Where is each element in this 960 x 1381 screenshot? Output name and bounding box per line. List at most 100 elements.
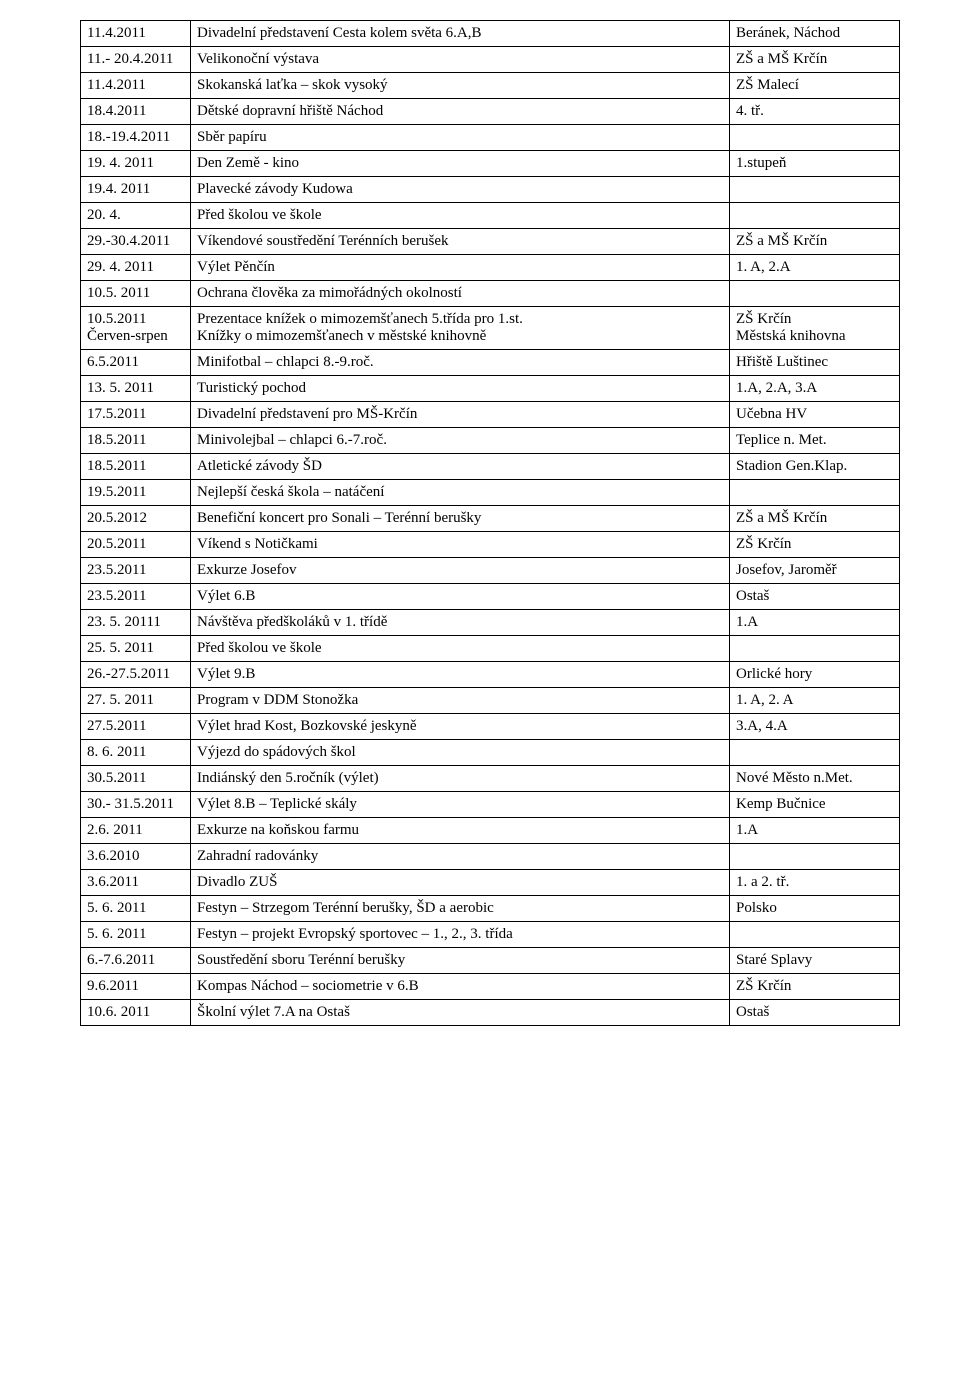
cell-event: Exkurze na koňskou farmu xyxy=(191,818,730,844)
cell-place: ZŠ KrčínMěstská knihovna xyxy=(730,307,900,350)
cell-place: ZŠ Krčín xyxy=(730,974,900,1000)
table-row: 23.5.2011Výlet 6.BOstaš xyxy=(81,584,900,610)
cell-place xyxy=(730,636,900,662)
cell-place: 1. a 2. tř. xyxy=(730,870,900,896)
cell-place: ZŠ Krčín xyxy=(730,532,900,558)
cell-event: Turistický pochod xyxy=(191,376,730,402)
cell-event: Exkurze Josefov xyxy=(191,558,730,584)
cell-event: Zahradní radovánky xyxy=(191,844,730,870)
cell-event: Výlet 8.B – Teplické skály xyxy=(191,792,730,818)
table-row: 18.5.2011Minivolejbal – chlapci 6.-7.roč… xyxy=(81,428,900,454)
table-row: 6.5.2011Minifotbal – chlapci 8.-9.roč.Hř… xyxy=(81,350,900,376)
cell-date: 18.5.2011 xyxy=(81,428,191,454)
cell-place xyxy=(730,177,900,203)
cell-event: Velikonoční výstava xyxy=(191,47,730,73)
table-row: 30.5.2011Indiánský den 5.ročník (výlet)N… xyxy=(81,766,900,792)
cell-date: 30.- 31.5.2011 xyxy=(81,792,191,818)
cell-event: Minivolejbal – chlapci 6.-7.roč. xyxy=(191,428,730,454)
cell-event: Benefiční koncert pro Sonali – Terénní b… xyxy=(191,506,730,532)
cell-date: 30.5.2011 xyxy=(81,766,191,792)
cell-date: 9.6.2011 xyxy=(81,974,191,1000)
cell-date: 5. 6. 2011 xyxy=(81,896,191,922)
cell-event: Minifotbal – chlapci 8.-9.roč. xyxy=(191,350,730,376)
table-row: 20. 4.Před školou ve škole xyxy=(81,203,900,229)
cell-event: Soustředění sboru Terénní berušky xyxy=(191,948,730,974)
cell-place: Staré Splavy xyxy=(730,948,900,974)
cell-place: Nové Město n.Met. xyxy=(730,766,900,792)
cell-date: 17.5.2011 xyxy=(81,402,191,428)
table-row: 29. 4. 2011Výlet Pěnčín1. A, 2.A xyxy=(81,255,900,281)
cell-place xyxy=(730,740,900,766)
cell-date: 29. 4. 2011 xyxy=(81,255,191,281)
cell-place: 1.A xyxy=(730,818,900,844)
table-row: 20.5.2012Benefiční koncert pro Sonali – … xyxy=(81,506,900,532)
cell-event: Výlet Pěnčín xyxy=(191,255,730,281)
cell-date: 19. 4. 2011 xyxy=(81,151,191,177)
cell-place: Hřiště Luštinec xyxy=(730,350,900,376)
cell-date: 20.5.2012 xyxy=(81,506,191,532)
cell-event: Dětské dopravní hřiště Náchod xyxy=(191,99,730,125)
cell-date: 25. 5. 2011 xyxy=(81,636,191,662)
cell-date: 19.5.2011 xyxy=(81,480,191,506)
cell-date: 18.-19.4.2011 xyxy=(81,125,191,151)
table-row: 13. 5. 2011Turistický pochod1.A, 2.A, 3.… xyxy=(81,376,900,402)
cell-place: 4. tř. xyxy=(730,99,900,125)
table-row: 5. 6. 2011Festyn – Strzegom Terénní beru… xyxy=(81,896,900,922)
cell-event: Školní výlet 7.A na Ostaš xyxy=(191,1000,730,1026)
cell-date: 10.6. 2011 xyxy=(81,1000,191,1026)
cell-place: 1.stupeň xyxy=(730,151,900,177)
cell-place: Ostaš xyxy=(730,584,900,610)
cell-date: 10.5.2011Červen-srpen xyxy=(81,307,191,350)
cell-date: 6.-7.6.2011 xyxy=(81,948,191,974)
cell-place xyxy=(730,922,900,948)
page: 11.4.2011Divadelní představení Cesta kol… xyxy=(0,0,960,1066)
table-row: 8. 6. 2011Výjezd do spádových škol xyxy=(81,740,900,766)
cell-place xyxy=(730,125,900,151)
cell-date: 6.5.2011 xyxy=(81,350,191,376)
cell-date: 3.6.2010 xyxy=(81,844,191,870)
table-row: 10.6. 2011Školní výlet 7.A na OstašOstaš xyxy=(81,1000,900,1026)
cell-event: Atletické závody ŠD xyxy=(191,454,730,480)
table-row: 27. 5. 2011Program v DDM Stonožka1. A, 2… xyxy=(81,688,900,714)
cell-event: Skokanská laťka – skok vysoký xyxy=(191,73,730,99)
cell-event: Festyn – Strzegom Terénní berušky, ŠD a … xyxy=(191,896,730,922)
cell-event: Ochrana člověka za mimořádných okolností xyxy=(191,281,730,307)
cell-date: 18.4.2011 xyxy=(81,99,191,125)
table-row: 10.5.2011Červen-srpenPrezentace knížek o… xyxy=(81,307,900,350)
cell-place: Teplice n. Met. xyxy=(730,428,900,454)
table-row: 19.5.2011Nejlepší česká škola – natáčení xyxy=(81,480,900,506)
cell-date: 2.6. 2011 xyxy=(81,818,191,844)
cell-place: 1.A xyxy=(730,610,900,636)
cell-date: 20. 4. xyxy=(81,203,191,229)
cell-date: 27. 5. 2011 xyxy=(81,688,191,714)
cell-date: 27.5.2011 xyxy=(81,714,191,740)
table-row: 6.-7.6.2011Soustředění sboru Terénní ber… xyxy=(81,948,900,974)
cell-place: ZŠ a MŠ Krčín xyxy=(730,229,900,255)
cell-date: 29.-30.4.2011 xyxy=(81,229,191,255)
table-row: 11.4.2011Divadelní představení Cesta kol… xyxy=(81,21,900,47)
cell-date: 5. 6. 2011 xyxy=(81,922,191,948)
cell-place xyxy=(730,480,900,506)
cell-date: 23. 5. 20111 xyxy=(81,610,191,636)
cell-event: Výjezd do spádových škol xyxy=(191,740,730,766)
table-row: 18.4.2011Dětské dopravní hřiště Náchod4.… xyxy=(81,99,900,125)
cell-event: Kompas Náchod – sociometrie v 6.B xyxy=(191,974,730,1000)
cell-place: Učebna HV xyxy=(730,402,900,428)
cell-event: Výlet 9.B xyxy=(191,662,730,688)
cell-place: 1. A, 2.A xyxy=(730,255,900,281)
table-row: 10.5. 2011Ochrana člověka za mimořádných… xyxy=(81,281,900,307)
table-row: 29.-30.4.2011Víkendové soustředění Terén… xyxy=(81,229,900,255)
cell-place: 1.A, 2.A, 3.A xyxy=(730,376,900,402)
table-row: 18.-19.4.2011Sběr papíru xyxy=(81,125,900,151)
table-row: 23. 5. 20111Návštěva předškoláků v 1. tř… xyxy=(81,610,900,636)
table-row: 17.5.2011Divadelní představení pro MŠ-Kr… xyxy=(81,402,900,428)
cell-place: ZŠ Malecí xyxy=(730,73,900,99)
cell-event: Plavecké závody Kudowa xyxy=(191,177,730,203)
cell-event: Den Země - kino xyxy=(191,151,730,177)
cell-event: Festyn – projekt Evropský sportovec – 1.… xyxy=(191,922,730,948)
cell-date: 8. 6. 2011 xyxy=(81,740,191,766)
table-row: 20.5.2011Víkend s NotičkamiZŠ Krčín xyxy=(81,532,900,558)
cell-date: 19.4. 2011 xyxy=(81,177,191,203)
table-row: 18.5.2011Atletické závody ŠDStadion Gen.… xyxy=(81,454,900,480)
cell-place: Stadion Gen.Klap. xyxy=(730,454,900,480)
